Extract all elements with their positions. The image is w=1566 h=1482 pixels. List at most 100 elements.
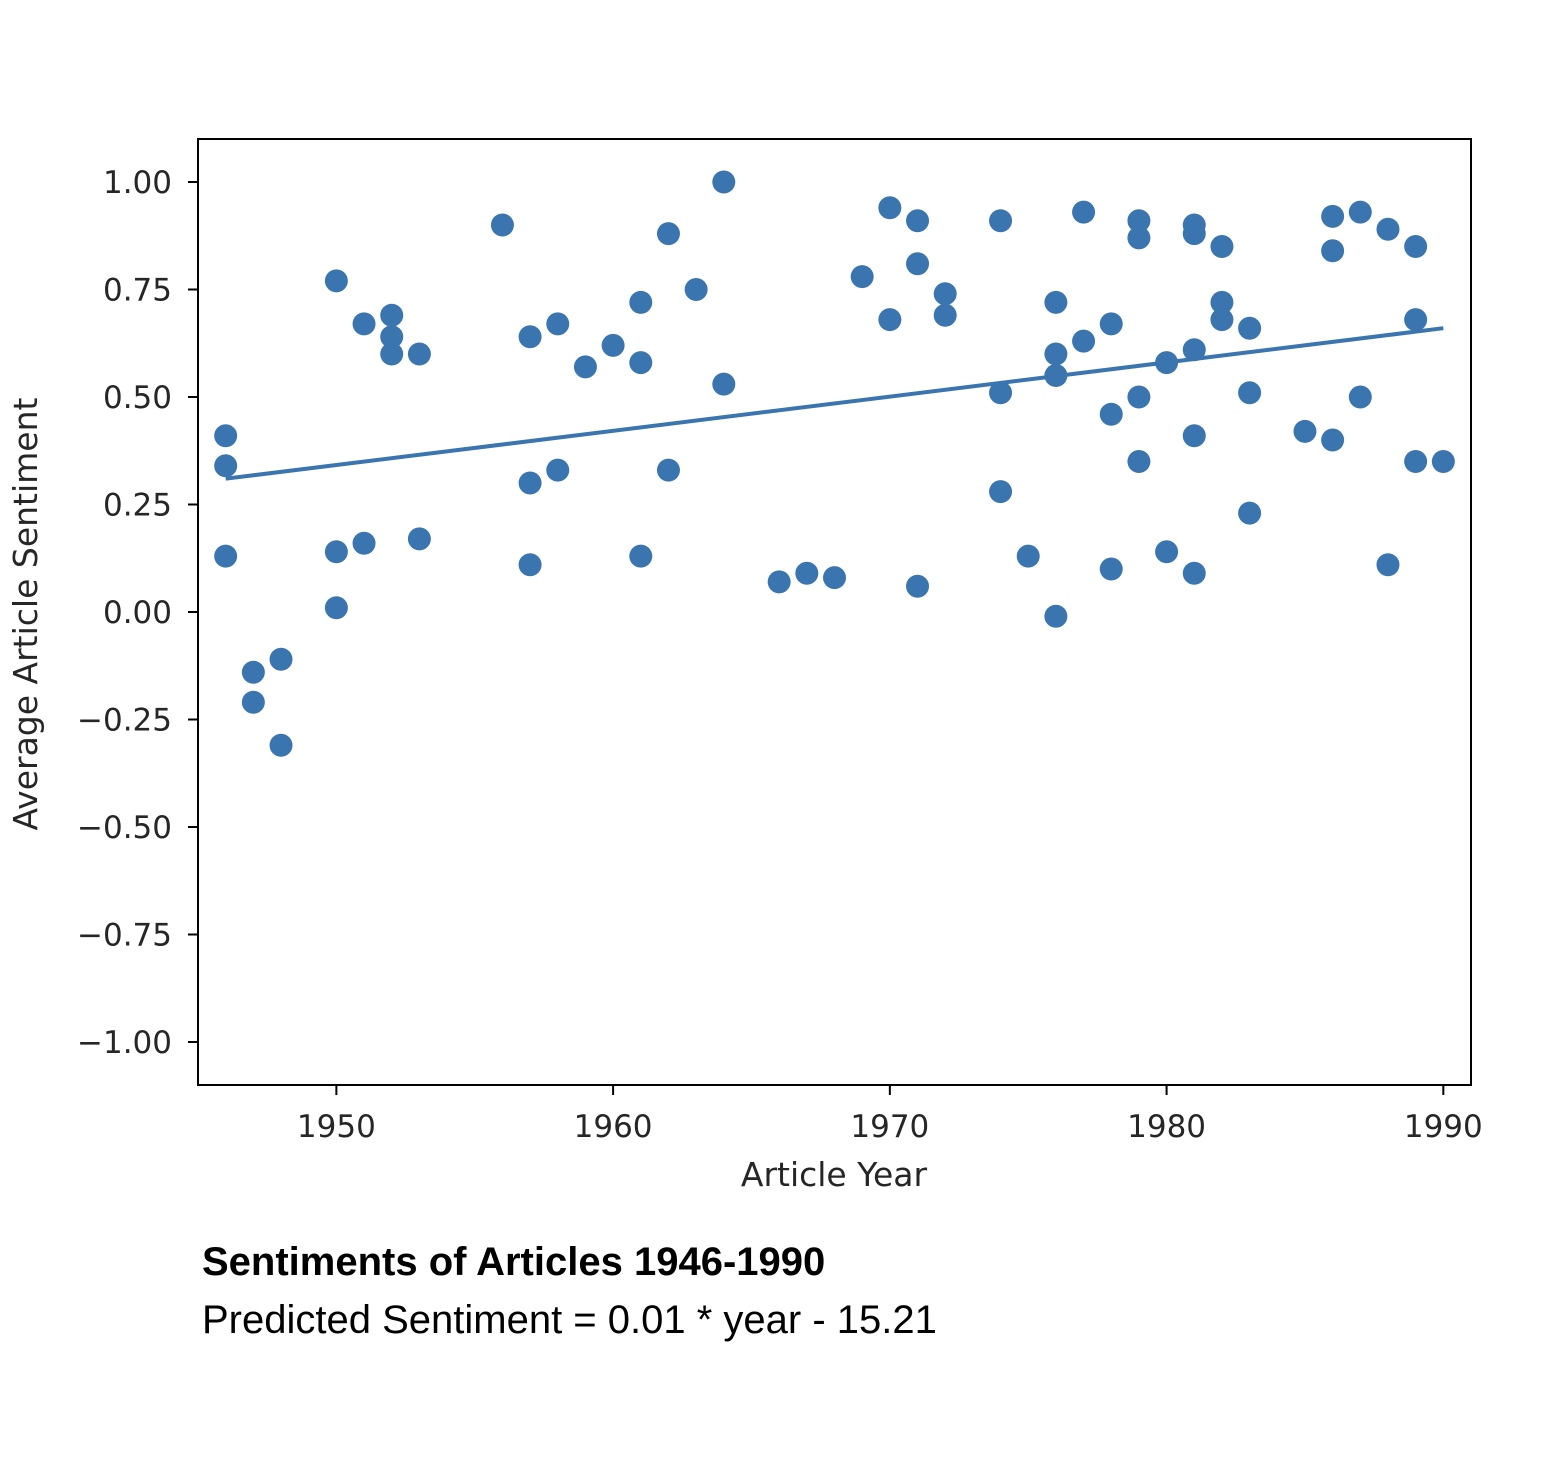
data-point-26 <box>629 351 653 375</box>
data-point-33 <box>767 570 791 594</box>
y-tick-label-7: −0.75 <box>77 918 172 954</box>
x-tick-label-4: 1990 <box>1404 1109 1483 1145</box>
data-point-30 <box>684 278 708 301</box>
data-point-79 <box>1348 385 1372 409</box>
data-point-74 <box>1293 419 1317 443</box>
data-point-55 <box>1099 402 1123 426</box>
trend-line <box>225 326 1444 481</box>
data-point-58 <box>1127 226 1151 250</box>
data-point-34 <box>795 561 819 585</box>
x-tick-label-2: 1970 <box>850 1109 929 1145</box>
y-tick-label-3: 0.25 <box>103 488 172 524</box>
data-point-37 <box>878 196 902 220</box>
data-point-48 <box>1044 290 1068 314</box>
data-point-80 <box>1376 217 1400 241</box>
data-point-62 <box>1155 540 1179 564</box>
y-tick-label-5: −0.25 <box>77 703 172 739</box>
data-point-41 <box>906 574 930 598</box>
data-point-18 <box>518 325 542 349</box>
x-axis: 1950 1960 1970 1980 1990 <box>297 1085 1483 1145</box>
data-point-66 <box>1182 424 1206 448</box>
data-point-44 <box>989 209 1013 233</box>
data-point-84 <box>1404 450 1428 473</box>
data-point-31 <box>712 170 736 194</box>
data-point-16 <box>407 527 431 551</box>
data-point-17 <box>490 213 514 237</box>
data-point-68 <box>1210 235 1234 258</box>
x-tick-label-3: 1980 <box>1127 1109 1206 1145</box>
data-point-9 <box>324 596 348 620</box>
data-point-25 <box>629 290 653 314</box>
data-point-69 <box>1210 290 1234 314</box>
y-tick-label-1: 0.75 <box>103 273 172 309</box>
data-point-35 <box>823 566 846 590</box>
data-point-42 <box>933 282 957 306</box>
y-tick-label-8: −1.00 <box>77 1025 172 1061</box>
data-point-39 <box>906 209 930 233</box>
data-point-47 <box>1016 544 1040 568</box>
data-point-36 <box>850 265 874 289</box>
data-point-29 <box>656 458 680 482</box>
x-tick-label-1: 1960 <box>574 1109 653 1145</box>
data-point-5 <box>269 647 293 671</box>
data-point-54 <box>1099 312 1123 336</box>
data-point-40 <box>906 252 930 276</box>
data-point-24 <box>601 333 625 357</box>
y-axis-label: Average Article Sentiment <box>6 397 45 830</box>
data-point-14 <box>380 342 404 366</box>
data-point-53 <box>1072 329 1096 353</box>
data-point-28 <box>656 222 680 246</box>
data-point-59 <box>1127 385 1151 409</box>
data-point-49 <box>1044 342 1068 366</box>
y-tick-label-4: 0.00 <box>103 595 172 631</box>
data-point-82 <box>1404 235 1428 258</box>
caption-equation: Predicted Sentiment = 0.01 * year - 15.2… <box>202 1298 937 1342</box>
data-point-73 <box>1238 501 1262 525</box>
y-axis: 1.00 0.75 0.50 0.25 0.00 −0.25 −0.50 −0.75 −1.00 <box>77 165 198 1061</box>
data-point-76 <box>1321 239 1345 263</box>
caption-title: Sentiments of Articles 1946-1990 <box>202 1240 826 1284</box>
y-tick-label-2: 0.50 <box>103 380 172 416</box>
data-point-3 <box>241 660 265 684</box>
data-point-56 <box>1099 557 1123 581</box>
data-point-45 <box>989 381 1013 405</box>
data-point-23 <box>573 355 597 379</box>
data-point-77 <box>1321 428 1345 452</box>
data-point-32 <box>712 372 736 396</box>
data-point-85 <box>1431 450 1455 473</box>
data-point-2 <box>214 544 238 568</box>
data-point-46 <box>989 480 1013 504</box>
data-point-50 <box>1044 364 1068 387</box>
data-point-61 <box>1155 351 1179 375</box>
data-point-15 <box>407 342 431 366</box>
data-point-75 <box>1321 204 1345 228</box>
data-point-57 <box>1127 209 1151 233</box>
data-point-27 <box>629 544 653 568</box>
data-point-1 <box>214 454 238 478</box>
data-point-22 <box>546 458 570 482</box>
data-point-60 <box>1127 450 1151 473</box>
data-point-21 <box>546 312 570 336</box>
data-point-71 <box>1238 316 1262 340</box>
data-point-78 <box>1348 200 1372 224</box>
x-axis-label: Article Year <box>741 1155 928 1194</box>
data-point-13 <box>380 325 404 349</box>
plot-area <box>214 170 1455 757</box>
data-point-65 <box>1182 338 1206 362</box>
data-point-67 <box>1182 561 1206 585</box>
data-point-51 <box>1044 604 1068 628</box>
data-point-6 <box>269 733 293 757</box>
data-point-19 <box>518 471 542 495</box>
data-point-8 <box>324 540 348 564</box>
data-point-20 <box>518 553 542 577</box>
data-point-4 <box>241 690 265 714</box>
y-tick-label-0: 1.00 <box>103 165 172 201</box>
data-point-43 <box>933 303 957 327</box>
data-point-7 <box>324 269 348 293</box>
data-point-0 <box>214 424 238 448</box>
y-tick-label-6: −0.50 <box>77 810 172 846</box>
data-point-81 <box>1376 553 1400 577</box>
data-point-11 <box>352 531 376 555</box>
data-point-70 <box>1210 308 1234 332</box>
